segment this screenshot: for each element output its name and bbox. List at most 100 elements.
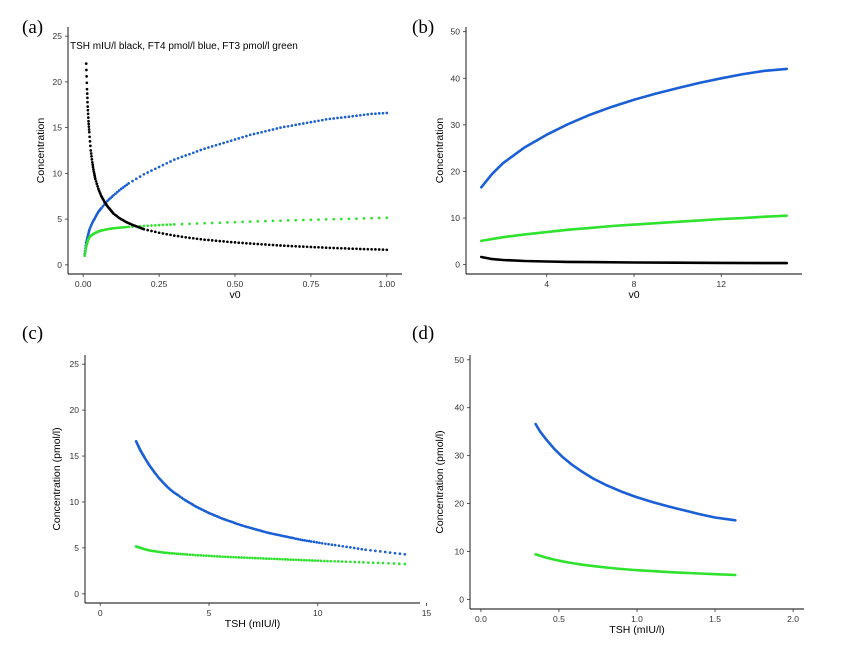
data-point-tsh: [88, 135, 91, 139]
data-point-ft3: [289, 558, 292, 561]
x-tick-label: 4: [544, 279, 549, 289]
y-tick-label: 0: [455, 260, 460, 270]
data-point-ft4: [298, 122, 301, 126]
data-point-ft3: [169, 223, 172, 226]
y-tick-label: 15: [70, 451, 80, 461]
data-point-ft4: [161, 163, 165, 167]
panel-d: (d) 0 10 20 30 40 50 0.0 0.5 1.0 1.5 2.0 TSH (mIU/l)…: [412, 323, 804, 636]
data-point-tsh: [203, 238, 206, 242]
series-line-tsh: [480, 255, 788, 265]
data-point-ft4: [360, 547, 364, 551]
data-point-ft4: [343, 115, 347, 119]
data-point-ft4: [245, 134, 248, 138]
data-point-ft4: [142, 172, 146, 176]
data-point-ft3: [286, 558, 290, 561]
data-point-ft4: [370, 112, 373, 116]
data-point-ft4: [330, 543, 334, 547]
data-point-tsh: [222, 240, 225, 243]
data-point-ft4: [256, 131, 260, 135]
data-point-ft4: [191, 151, 195, 155]
data-point-ft3: [226, 555, 230, 559]
data-point-ft3: [319, 559, 323, 563]
series-ft4: [83, 111, 389, 256]
data-point-ft3: [310, 559, 314, 562]
data-point-ft3: [237, 556, 241, 559]
data-point-tsh: [90, 161, 94, 164]
data-point-ft3: [125, 225, 129, 229]
data-point-ft3: [264, 219, 267, 223]
data-point-tsh: [370, 247, 373, 251]
data-point-ft3: [248, 556, 252, 560]
data-point-tsh: [94, 180, 98, 183]
panel-c: (c) 0 5 10 15 20 25 0 5 10 15 TSH (mIU/l) Concentrat…: [22, 323, 432, 630]
data-point-ft3: [181, 552, 185, 556]
panel-label: (d): [412, 323, 434, 344]
data-point-ft3: [146, 224, 150, 228]
data-point-tsh: [89, 144, 92, 148]
data-point-tsh: [264, 243, 267, 246]
data-point-tsh: [96, 185, 99, 188]
data-point-tsh: [377, 248, 381, 251]
data-point-tsh: [362, 247, 366, 251]
data-point-tsh: [301, 245, 305, 248]
data-point-tsh: [248, 242, 252, 245]
data-point-ft4: [299, 538, 302, 541]
data-point-ft3: [84, 249, 87, 253]
data-point-ft4: [320, 118, 324, 122]
data-point-ft3: [202, 554, 205, 557]
data-point-ft4: [165, 161, 169, 165]
data-point-ft3: [366, 561, 370, 564]
x-tick-label: 8: [632, 279, 637, 289]
data-point-ft4: [324, 118, 328, 121]
data-point-ft4: [369, 548, 372, 552]
x-tick-label: 5: [207, 608, 212, 618]
data-point-ft3: [297, 558, 301, 562]
data-point-ft4: [374, 549, 377, 553]
data-point-tsh: [290, 244, 294, 248]
x-tick-label: 0.0: [475, 614, 487, 624]
data-point-ft4: [292, 536, 296, 540]
data-point-ft3: [213, 554, 216, 558]
data-point-ft3: [223, 555, 227, 559]
data-point-ft4: [115, 190, 119, 194]
data-point-tsh: [226, 240, 229, 244]
data-point-ft3: [377, 216, 381, 220]
data-point-ft4: [385, 111, 389, 115]
data-point-tsh: [385, 248, 389, 252]
data-point-ft4: [317, 119, 320, 123]
x-tick-label: 0.75: [303, 279, 320, 289]
data-point-ft4: [303, 539, 307, 542]
x-tick-label: 0.25: [151, 279, 168, 289]
y-tick-label: 40: [455, 403, 465, 413]
x-tick-label: 0.5: [553, 614, 565, 624]
data-point-tsh: [91, 163, 95, 167]
data-point-ft4: [305, 121, 309, 125]
data-point-ft4: [320, 541, 324, 545]
data-point-ft3: [221, 555, 224, 559]
data-point-tsh: [86, 112, 90, 116]
data-point-ft3: [281, 557, 284, 561]
data-point-ft4: [290, 124, 294, 127]
data-point-ft3: [264, 557, 268, 560]
data-point-ft3: [218, 221, 222, 225]
data-point-ft3: [232, 555, 235, 559]
series-ft4: [480, 67, 788, 189]
data-point-ft4: [313, 120, 317, 123]
data-point-ft4: [180, 155, 184, 159]
x-axis-title: TSH (mIU/l): [609, 624, 664, 636]
data-point-ft3: [349, 560, 352, 564]
data-point-ft4: [305, 539, 309, 543]
series-tsh: [84, 62, 389, 252]
data-point-ft3: [283, 558, 287, 561]
data-point-tsh: [169, 233, 172, 237]
data-point-tsh: [92, 167, 95, 171]
data-point-tsh: [86, 105, 90, 108]
data-point-tsh: [214, 239, 218, 243]
data-point-tsh: [229, 240, 233, 244]
data-point-tsh: [210, 239, 214, 242]
data-point-ft4: [117, 189, 121, 192]
x-tick-label: 0.00: [75, 279, 92, 289]
data-point-ft3: [241, 220, 244, 224]
data-point-tsh: [237, 241, 241, 245]
data-point-tsh: [252, 242, 256, 246]
